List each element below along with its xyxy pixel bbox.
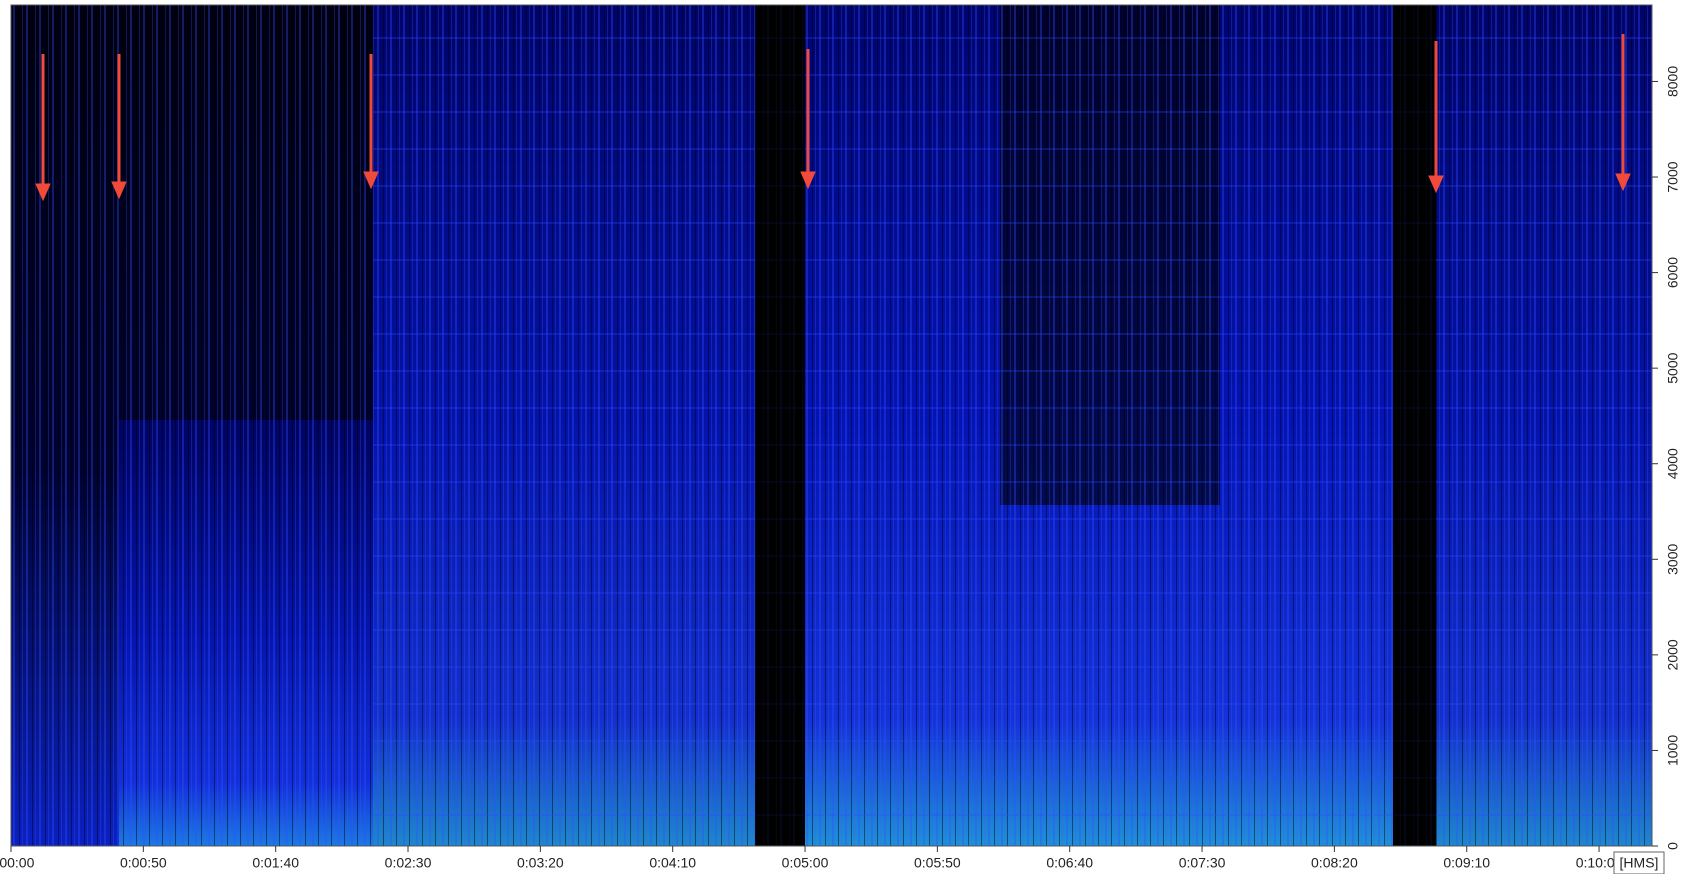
x-tick-label: 0:02:30 <box>385 855 432 871</box>
spectrogram-gap <box>1393 5 1436 846</box>
x-tick-label: 0:08:20 <box>1311 855 1358 871</box>
y-tick-label: 7000 <box>1665 161 1681 192</box>
y-tick-label: 5000 <box>1665 352 1681 383</box>
spectrogram-gap <box>755 5 805 846</box>
y-tick-label: 6000 <box>1665 257 1681 288</box>
y-tick-label: 4000 <box>1665 448 1681 479</box>
spectrogram-image <box>11 5 1652 846</box>
x-axis-label: [HMS] <box>1620 855 1659 871</box>
x-tick-label: 0:00:50 <box>120 855 167 871</box>
x-tick-label: 0:01:40 <box>252 855 299 871</box>
y-tick-label: 1000 <box>1665 735 1681 766</box>
x-tick-label: 0:00:00 <box>0 855 35 871</box>
x-tick-label: 0:05:50 <box>914 855 961 871</box>
x-tick-label: 0:09:10 <box>1443 855 1490 871</box>
y-tick-label: 3000 <box>1665 544 1681 575</box>
spectrogram-view: 0:00:00 0:00:50 0:01:40 0:02:30 0:03:20 0:04:… <box>0 0 1693 874</box>
x-tick-label: 0:03:20 <box>517 855 564 871</box>
spectrogram-texture <box>373 5 1652 846</box>
y-tick-label: 8000 <box>1665 66 1681 97</box>
y-tick-label: 2000 <box>1665 639 1681 670</box>
x-tick-label: 0:05:00 <box>782 855 829 871</box>
y-tick-label: 0 <box>1665 842 1681 850</box>
x-tick-label: 0:07:30 <box>1179 855 1226 871</box>
x-tick-label: 0:06:40 <box>1046 855 1093 871</box>
page: 0:00:00 0:00:50 0:01:40 0:02:30 0:03:20 0:04:… <box>0 0 1693 874</box>
x-tick-label: 0:04:10 <box>649 855 696 871</box>
